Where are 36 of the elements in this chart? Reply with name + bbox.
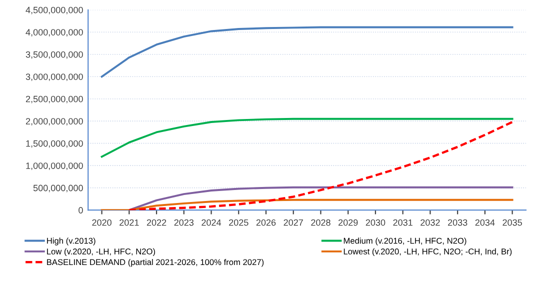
x-tick-label: 2034 bbox=[475, 219, 495, 226]
y-tick-label: 2,500,000,000 bbox=[26, 96, 83, 104]
x-tick-label: 2027 bbox=[284, 219, 303, 226]
y-tick-label: 500,000,000 bbox=[33, 184, 83, 192]
y-tick-label: 3,500,000,000 bbox=[26, 51, 83, 59]
legend-label: BASELINE DEMAND (partial 2021-2026, 100% from 2027) bbox=[47, 258, 264, 267]
legend-label: Medium (v.2016, -LH, HFC, N2O) bbox=[344, 238, 466, 246]
x-tick-label: 2020 bbox=[92, 219, 112, 226]
line-series bbox=[128, 186, 514, 210]
x-tick-label: 2023 bbox=[174, 219, 194, 226]
x-tick-label: 2033 bbox=[448, 219, 468, 226]
y-tick-label: 2,000,000,000 bbox=[26, 118, 83, 126]
x-tick-label: 2030 bbox=[366, 219, 386, 226]
line-series bbox=[100, 198, 514, 210]
y-tick-label: 1,500,000,000 bbox=[26, 140, 83, 148]
x-tick-label: 2029 bbox=[338, 219, 358, 226]
x-tick-label: 2024 bbox=[202, 219, 222, 226]
y-tick-label: 1,000,000,000 bbox=[26, 162, 83, 170]
y-tick-label: 0 bbox=[78, 207, 83, 214]
x-tick-label: 2025 bbox=[229, 219, 248, 226]
line-series bbox=[100, 118, 514, 158]
legend-label: Lowest (v.2020, -LH, HFC, N2O; -CH, Ind, Br) bbox=[344, 248, 512, 256]
y-tick-label: 4,500,000,000 bbox=[26, 6, 83, 14]
x-tick-label: 2021 bbox=[120, 219, 139, 226]
y-tick-label: 4,000,000,000 bbox=[26, 29, 83, 37]
x-tick-label: 2026 bbox=[256, 219, 276, 226]
x-tick-label: 2032 bbox=[420, 219, 440, 226]
line-series bbox=[100, 26, 514, 78]
line-series bbox=[128, 120, 514, 210]
x-tick-label: 2035 bbox=[502, 219, 522, 226]
x-tick-label: 2028 bbox=[311, 219, 330, 226]
x-tick-label: 2031 bbox=[393, 219, 412, 226]
legend-label: Low (v.2020, -LH, HFC, N2O) bbox=[47, 248, 156, 256]
y-tick-label: 3,000,000,000 bbox=[26, 74, 83, 82]
x-tick-label: 2022 bbox=[146, 219, 166, 226]
legend-label: High (v.2013) bbox=[47, 238, 96, 246]
